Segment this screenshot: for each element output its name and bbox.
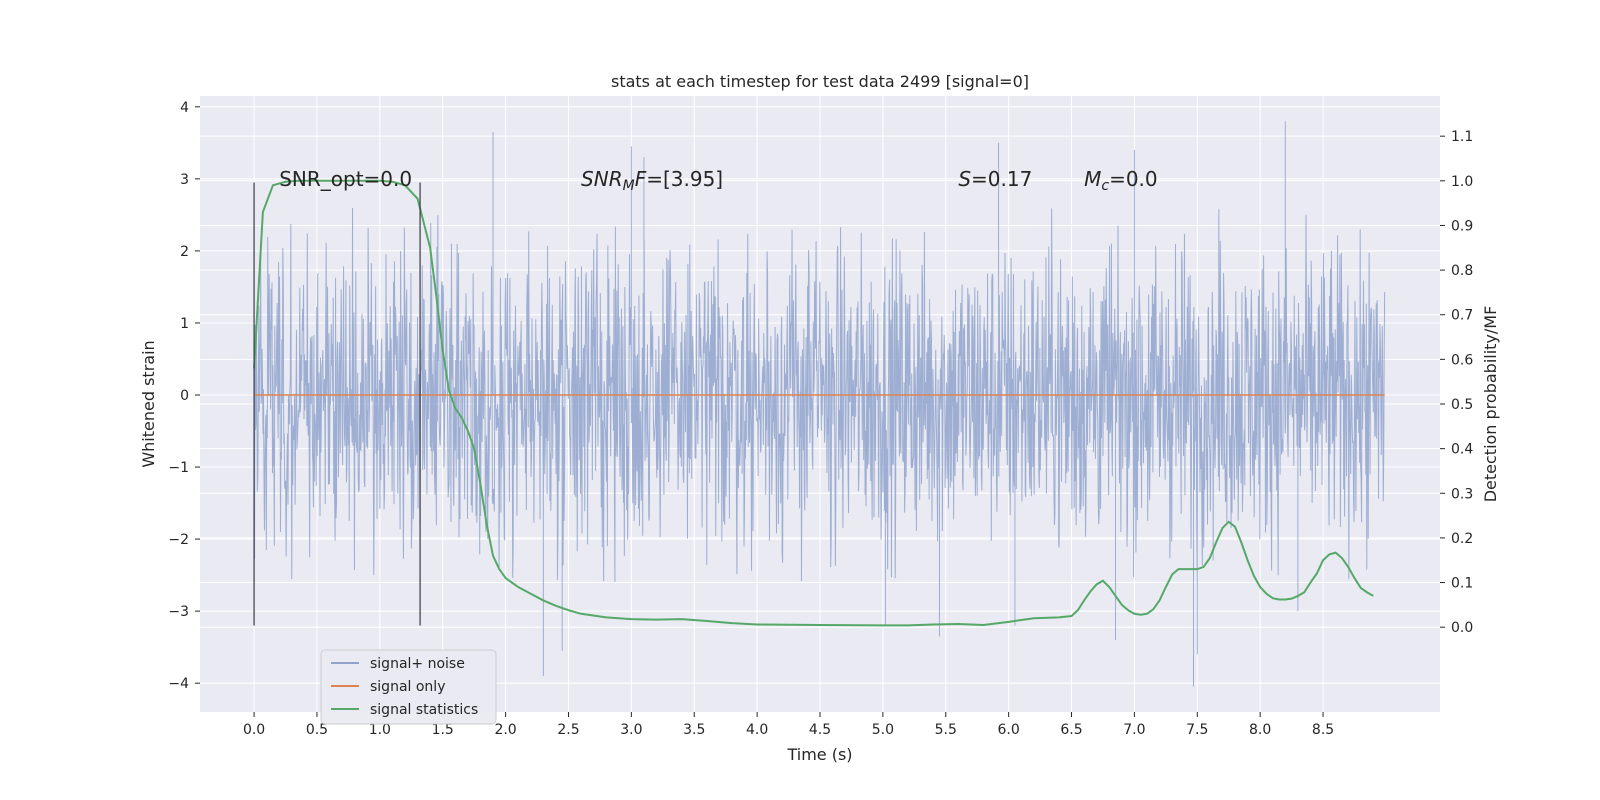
- x-tick-label: 4.5: [809, 722, 831, 738]
- annotation-0: SNR_opt=0.0: [279, 167, 412, 191]
- y2-tick-label: 0.9: [1451, 218, 1473, 234]
- legend-label-signal-noise: signal+ noise: [370, 656, 465, 672]
- x-tick-label: 0.5: [306, 722, 328, 738]
- x-axis-label: Time (s): [786, 745, 852, 764]
- y2-tick-label: 0.1: [1451, 576, 1473, 592]
- x-tick-label: 3.0: [620, 722, 642, 738]
- y-tick-label: −4: [168, 676, 189, 692]
- y2-tick-label: 0.5: [1451, 397, 1473, 413]
- x-tick-label: 2.0: [494, 722, 516, 738]
- x-tick-label: 1.5: [432, 722, 454, 738]
- legend-label-signal-statistics: signal statistics: [370, 702, 478, 718]
- x-tick-label: 8.0: [1249, 722, 1271, 738]
- y2-axis-label: Detection probability/MF: [1481, 306, 1500, 503]
- series-signal-statistics: [253, 179, 1374, 627]
- x-tick-label: 5.0: [872, 722, 894, 738]
- legend: signal+ noise signal only signal statist…: [320, 649, 497, 725]
- legend-label-signal-only: signal only: [370, 679, 445, 695]
- x-tick-label: 3.5: [683, 722, 705, 738]
- y2-tick-label: 0.3: [1451, 486, 1473, 502]
- chart-title: stats at each timestep for test data 249…: [611, 72, 1029, 91]
- y-tick-label: −2: [168, 532, 189, 548]
- y2-tick-label: 0.4: [1451, 442, 1473, 458]
- y-tick-label: 2: [180, 244, 189, 260]
- x-tick-label: 2.5: [557, 722, 579, 738]
- y2-tick-label: 1.1: [1451, 129, 1473, 145]
- x-tick-label: 5.5: [935, 722, 957, 738]
- annotation-2: S=0.17: [958, 167, 1032, 191]
- y2-tick-label: 0.8: [1451, 263, 1473, 279]
- tick-labels: 0.0 0.5 1.0 1.5 2.0 2.5 3.0 3.5 4.0 4.5 5.0 5.5 6.0 6…: [168, 100, 1473, 738]
- series-signal-noise: [253, 121, 1386, 687]
- y-tick-label: 0: [180, 388, 189, 404]
- noise-series: [253, 121, 1386, 687]
- vertical-markers: [253, 182, 421, 626]
- legend-box: [320, 649, 497, 725]
- x-tick-label: 7.0: [1123, 722, 1145, 738]
- x-tick-label: 6.5: [1060, 722, 1082, 738]
- x-tick-label: 6.0: [998, 722, 1020, 738]
- y2-tick-label: 0.2: [1451, 531, 1473, 547]
- y-tick-label: 1: [180, 316, 189, 332]
- annotation-3: Mc=0.0: [1084, 167, 1158, 194]
- y-tick-label: −3: [168, 604, 189, 620]
- y2-tick-label: 0.6: [1451, 352, 1473, 368]
- line-series: [253, 179, 1385, 627]
- y-tick-label: −1: [168, 460, 189, 476]
- x-tick-label: 8.5: [1312, 722, 1334, 738]
- x-tick-label: 1.0: [369, 722, 391, 738]
- y-tick-label: 4: [180, 100, 189, 116]
- x-tick-label: 4.0: [746, 722, 768, 738]
- annotation-1: SNRMF=[3.95]: [581, 167, 723, 194]
- y2-tick-label: 1.0: [1451, 174, 1473, 190]
- y2-tick-label: 0.0: [1451, 620, 1473, 636]
- x-tick-label: 7.5: [1186, 722, 1208, 738]
- y-tick-label: 3: [180, 172, 189, 188]
- y-axis-label: Whitened strain: [139, 340, 158, 467]
- x-tick-label: 0.0: [243, 722, 265, 738]
- annotations: SNR_opt=0.0 SNRMF=[3.95] S=0.17 Mc=0.0: [279, 167, 1157, 194]
- y2-tick-label: 0.7: [1451, 308, 1473, 324]
